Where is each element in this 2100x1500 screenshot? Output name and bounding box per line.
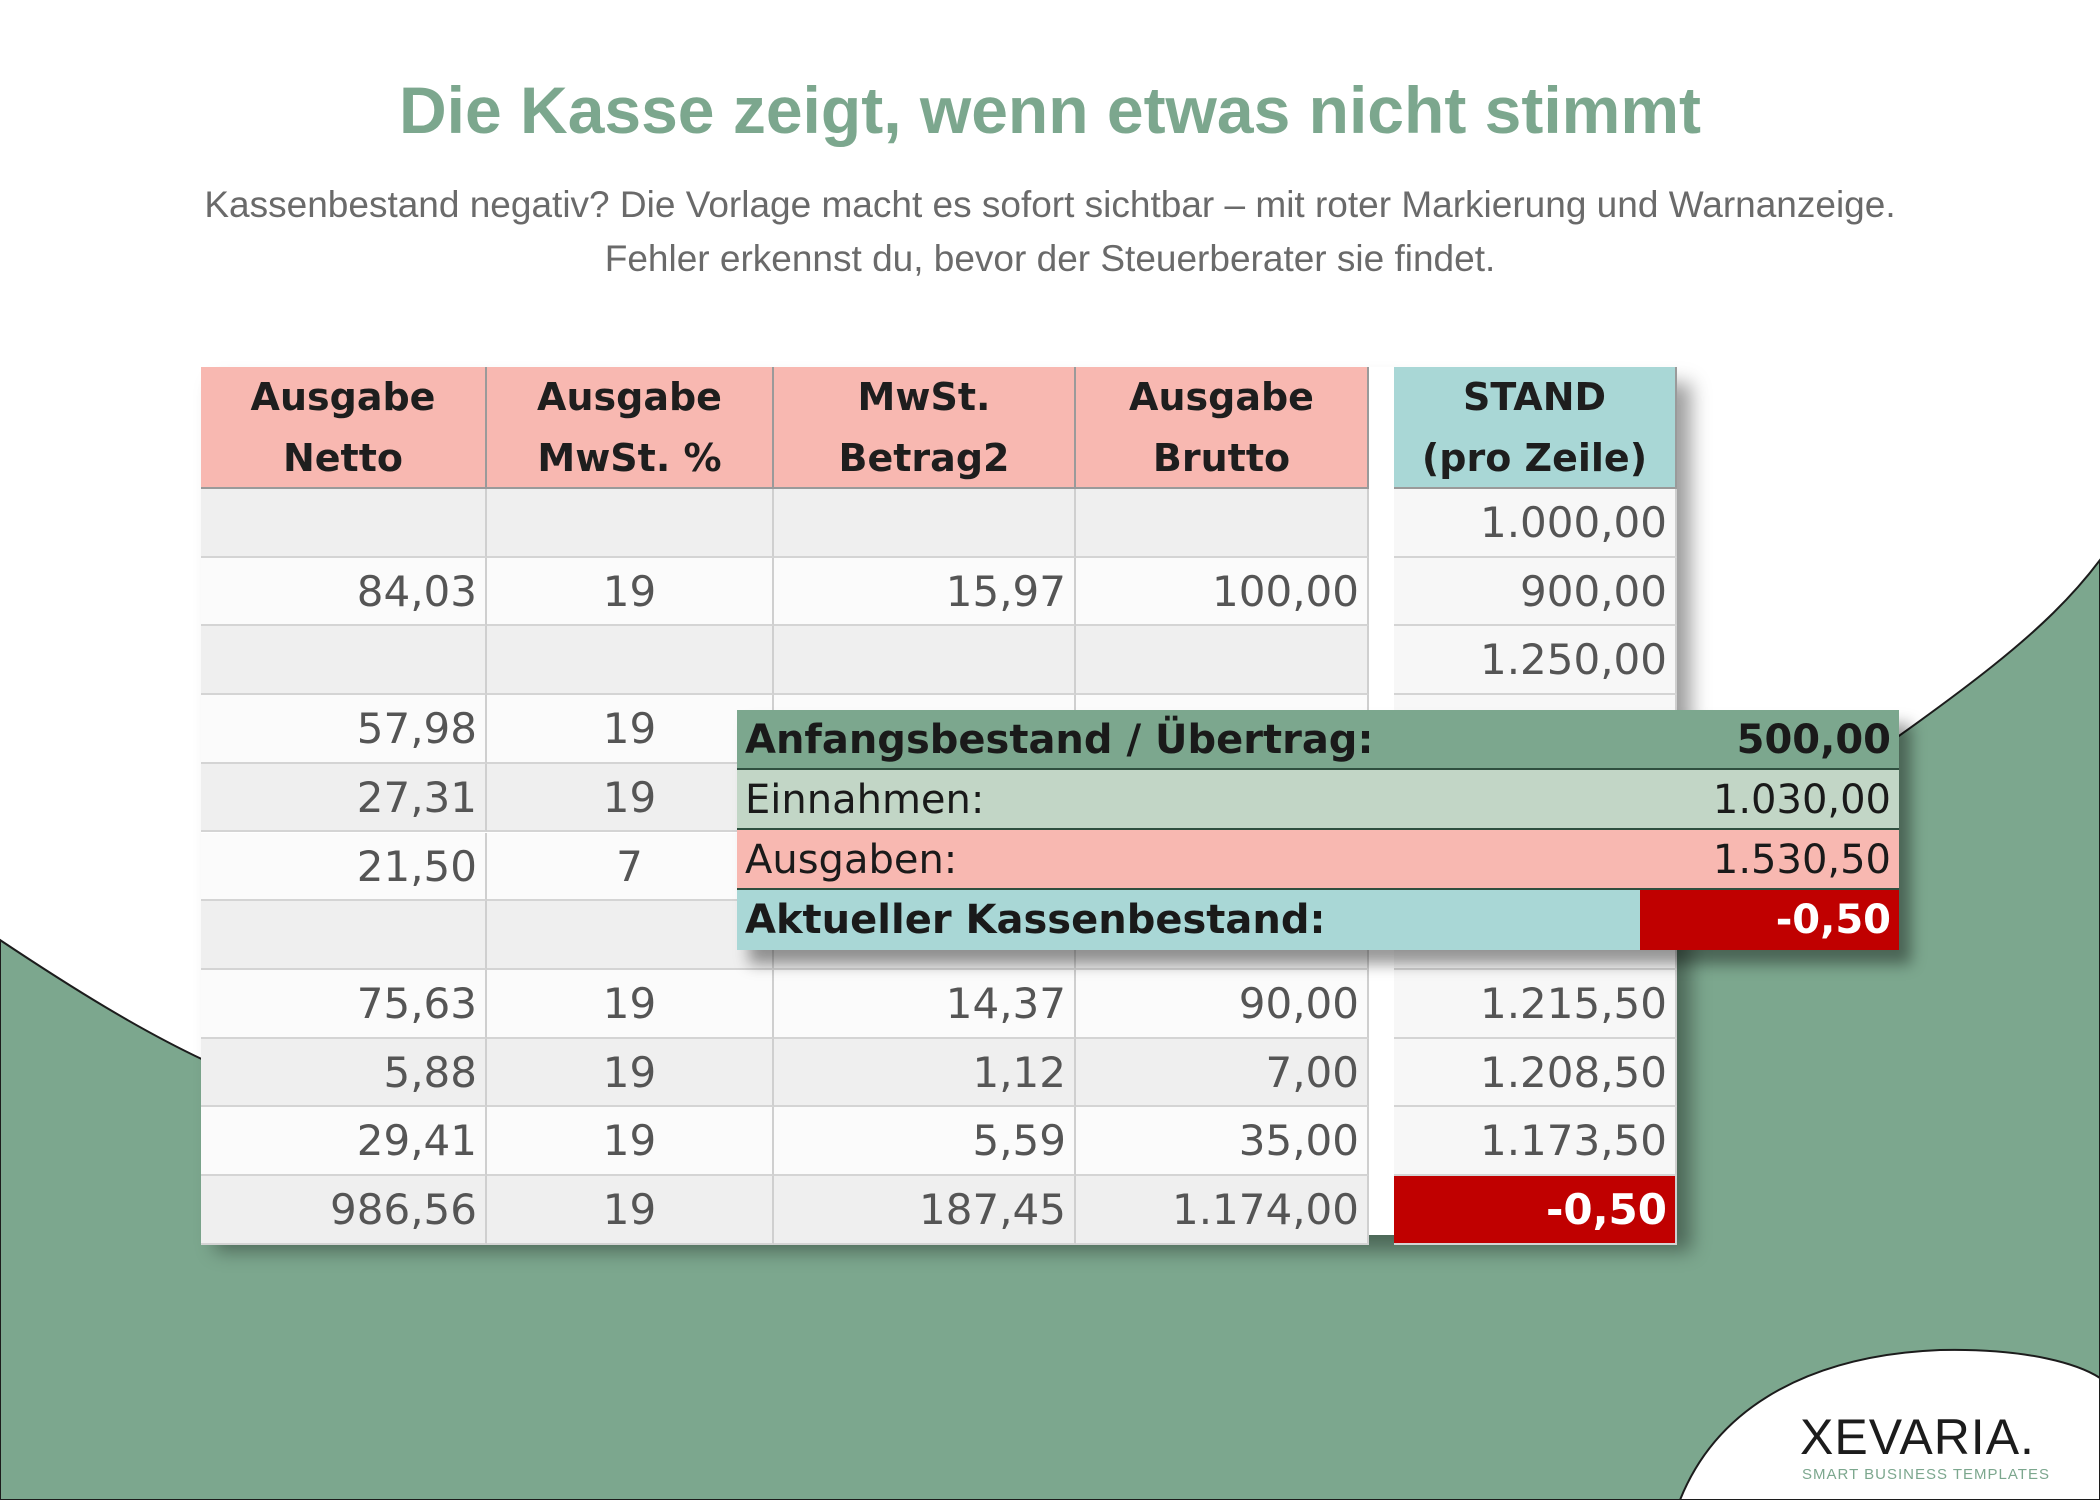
table-cell-mwst-percent[interactable]: 19 (487, 1176, 774, 1245)
subtitle-line-1: Kassenbestand negativ? Die Vorlage macht… (204, 184, 1896, 225)
anfangsbestand-value: 500,00 (1736, 717, 1891, 763)
column-header-line-2: Betrag2 (838, 436, 1010, 480)
table-cell-mwst-percent[interactable] (487, 489, 774, 558)
table-cell-netto[interactable] (201, 901, 487, 970)
kassenbestand-warning-value: -0,50 (1640, 890, 1899, 950)
table-cell-mwst-betrag[interactable]: 1,12 (774, 1038, 1076, 1108)
table-cell-brutto[interactable]: 100,00 (1076, 557, 1369, 627)
table-cell-netto[interactable]: 27,31 (201, 763, 487, 833)
table-cell-mwst-percent[interactable]: 19 (487, 1107, 774, 1176)
column-header-line-2: (pro Zeile) (1421, 436, 1648, 480)
table-cell-netto[interactable] (201, 489, 487, 558)
table-cell-stand[interactable]: 1.173,50 (1394, 1107, 1677, 1176)
table-cell-mwst-percent[interactable]: 19 (487, 763, 774, 833)
table-cell-mwst-percent[interactable]: 19 (487, 557, 774, 627)
page-title: Die Kasse zeigt, wenn etwas nicht stimmt (398, 73, 1702, 147)
table-cell-brutto[interactable] (1076, 626, 1369, 696)
table-cell-stand[interactable]: 1.250,00 (1394, 626, 1677, 696)
summary-row-einnahmen: Einnahmen: 1.030,00 (737, 770, 1899, 830)
summary-row-anfangsbestand: Anfangsbestand / Übertrag: 500,00 (737, 710, 1899, 770)
summary-box: Anfangsbestand / Übertrag: 500,00 Einnah… (737, 710, 1899, 950)
column-header-line-1: Ausgabe (1129, 375, 1314, 419)
table-cell-netto[interactable]: 84,03 (201, 557, 487, 627)
column-header-stand: STAND (pro Zeile) (1394, 367, 1677, 489)
table-cell-netto[interactable]: 986,56 (201, 1176, 487, 1245)
table-cell-netto[interactable]: 29,41 (201, 1107, 487, 1176)
kassenbestand-label: Aktueller Kassenbestand: (745, 897, 1326, 943)
table-cell-mwst-betrag[interactable]: 187,45 (774, 1176, 1076, 1245)
ausgaben-value: 1.530,50 (1712, 837, 1891, 883)
column-header-line-1: MwSt. (857, 375, 991, 419)
column-header-netto: Ausgabe Netto (201, 367, 487, 489)
summary-row-ausgaben: Ausgaben: 1.530,50 (737, 830, 1899, 890)
table-cell-netto[interactable]: 21,50 (201, 832, 487, 902)
table-cell-stand[interactable]: 900,00 (1394, 557, 1677, 627)
table-cell-mwst-percent[interactable] (487, 901, 774, 970)
anfangsbestand-label: Anfangsbestand / Übertrag: (745, 717, 1374, 763)
column-header-line-1: STAND (1462, 375, 1607, 419)
table-cell-brutto[interactable]: 90,00 (1076, 969, 1369, 1039)
einnahmen-label: Einnahmen: (745, 777, 985, 823)
brand-corner-shape (1678, 1348, 2100, 1500)
column-header-brutto: Ausgabe Brutto (1076, 367, 1369, 489)
einnahmen-value: 1.030,00 (1712, 777, 1891, 823)
ausgaben-label: Ausgaben: (745, 837, 958, 883)
table-cell-mwst-betrag[interactable]: 15,97 (774, 557, 1076, 627)
column-header-line-2: MwSt. % (537, 436, 722, 480)
table-cell-mwst-percent[interactable]: 19 (487, 1038, 774, 1108)
column-header-mwst-betrag: MwSt. Betrag2 (774, 367, 1076, 489)
column-header-line-1: Ausgabe (250, 375, 436, 419)
column-header-line-2: Brutto (1152, 436, 1291, 480)
column-header-line-1: Ausgabe (537, 375, 722, 419)
table-cell-brutto[interactable]: 7,00 (1076, 1038, 1369, 1108)
table-cell-stand[interactable]: 1.215,50 (1394, 969, 1677, 1039)
table-cell-netto[interactable]: 57,98 (201, 695, 487, 764)
table-cell-mwst-betrag[interactable]: 14,37 (774, 969, 1076, 1039)
subtitle-line-2: Fehler erkennst du, bevor der Steuerbera… (604, 238, 1496, 279)
table-cell-brutto[interactable]: 35,00 (1076, 1107, 1369, 1176)
table-cell-stand[interactable]: -0,50 (1394, 1176, 1677, 1245)
table-cell-netto[interactable] (201, 626, 487, 696)
table-cell-mwst-percent[interactable]: 7 (487, 832, 774, 902)
brand-tagline: SMART BUSINESS TEMPLATES (1802, 1466, 2050, 1483)
table-cell-netto[interactable]: 75,63 (201, 969, 487, 1039)
table-cell-mwst-percent[interactable]: 19 (487, 969, 774, 1039)
table-cell-mwst-betrag[interactable] (774, 489, 1076, 558)
table-cell-brutto[interactable] (1076, 489, 1369, 558)
table-cell-brutto[interactable]: 1.174,00 (1076, 1176, 1369, 1245)
table-cell-mwst-percent[interactable]: 19 (487, 695, 774, 764)
column-header-line-2: Netto (282, 436, 403, 480)
summary-row-kassenbestand: Aktueller Kassenbestand: -0,50 (737, 890, 1899, 950)
brand-logo: XEVARIA. (1800, 1409, 2035, 1465)
table-cell-netto[interactable]: 5,88 (201, 1038, 487, 1108)
table-cell-mwst-betrag[interactable] (774, 626, 1076, 696)
table-cell-stand[interactable]: 1.000,00 (1394, 489, 1677, 558)
column-header-mwst-percent: Ausgabe MwSt. % (487, 367, 774, 489)
table-cell-stand[interactable]: 1.208,50 (1394, 1038, 1677, 1108)
table-cell-mwst-percent[interactable] (487, 626, 774, 696)
table-cell-mwst-betrag[interactable]: 5,59 (774, 1107, 1076, 1176)
